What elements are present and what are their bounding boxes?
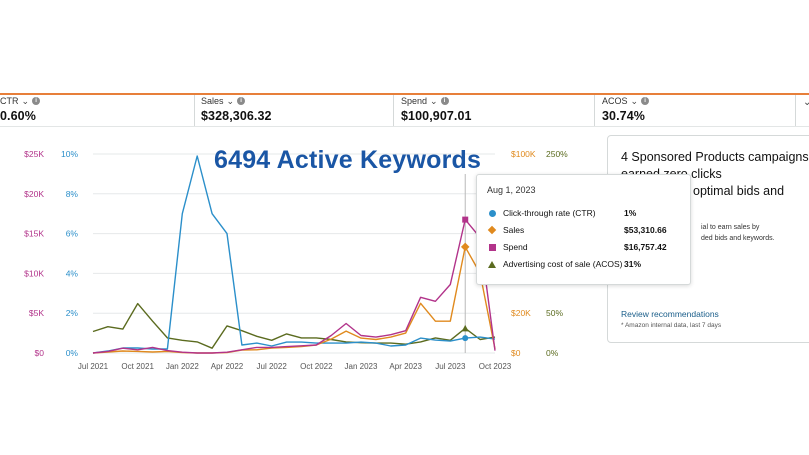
tooltip-series-name: Sales xyxy=(503,225,525,235)
metric-sales[interactable]: Sales ⌄ i $328,306.32 xyxy=(201,95,272,125)
tooltip-series-name: Advertising cost of sale (ACOS) xyxy=(503,259,623,269)
spend-axis-tick: $0 xyxy=(35,348,45,358)
panel-body-line1: ial to earn sales by xyxy=(701,224,760,231)
metric-value: 0.60% xyxy=(0,109,36,123)
tooltip-row-acos: Advertising cost of sale (ACOS) 31% xyxy=(487,257,682,271)
ctr-axis-tick: 6% xyxy=(66,229,79,239)
diamond-marker-icon xyxy=(487,225,497,235)
ctr-axis-tick: 4% xyxy=(66,268,79,278)
square-marker-icon xyxy=(487,242,497,252)
x-axis-tick-label: Apr 2023 xyxy=(389,362,422,371)
x-axis-tick-label: Jan 2023 xyxy=(345,362,378,371)
metric-divider xyxy=(393,95,394,127)
triangle-marker-icon xyxy=(487,259,497,269)
panel-body: ial to earn sales by ded bids and keywor… xyxy=(621,222,806,244)
metric-ctr[interactable]: CTR ⌄ i 0.60% xyxy=(0,95,41,125)
tooltip-row-sales: Sales $53,310.66 xyxy=(487,223,682,237)
review-recommendations-link[interactable]: Review recommendations xyxy=(621,309,719,319)
metric-label: Sales xyxy=(201,96,224,106)
tooltip-series-name: Click-through rate (CTR) xyxy=(503,208,596,218)
active-keywords-title: 6494 Active Keywords xyxy=(214,146,482,174)
tooltip-series-value: 31% xyxy=(624,259,642,269)
metrics-bar: CTR ⌄ i 0.60% Sales ⌄ i $328,306.32 Spen… xyxy=(0,95,809,125)
x-axis-tick-label: Jul 2023 xyxy=(435,362,466,371)
spend-axis-tick: $5K xyxy=(29,308,44,318)
chevron-down-icon[interactable]: ⌄ xyxy=(226,95,235,106)
series-line-acos[interactable] xyxy=(92,302,496,349)
recommendation-panel: 4 Sponsored Products campaigns earned ze… xyxy=(607,135,809,343)
metric-value: $328,306.32 xyxy=(201,109,272,123)
sales-axis-tick: $100K xyxy=(511,149,536,159)
performance-chart[interactable]: $0 $5K $10K $15K $20K $25K 0% 2% 4% 6% 8% 10% $0 $20K… xyxy=(0,140,600,380)
tooltip-series-value: 1% xyxy=(624,208,637,218)
panel-footnote: * Amazon internal data, last 7 days xyxy=(621,322,722,329)
top-accent-line xyxy=(0,93,809,95)
sales-axis-tick: $0 xyxy=(511,348,521,358)
tooltip-series-value: $53,310.66 xyxy=(624,225,667,235)
x-axis-tick-label: Oct 2021 xyxy=(121,362,154,371)
metric-value: $100,907.01 xyxy=(401,109,472,123)
circle-marker-icon xyxy=(487,208,497,218)
hover-marker-sales xyxy=(460,242,470,252)
ctr-axis-tick: 0% xyxy=(66,348,79,358)
spend-axis-tick: $15K xyxy=(24,229,44,239)
metric-divider xyxy=(194,95,195,127)
x-axis-tick-label: Jan 2022 xyxy=(166,362,199,371)
hover-marker-spend xyxy=(462,216,469,223)
hover-marker-ctr xyxy=(462,335,469,342)
ctr-axis-tick: 2% xyxy=(66,308,79,318)
chart-tooltip: Aug 1, 2023 Click-through rate (CTR) 1% … xyxy=(476,174,691,285)
metric-divider xyxy=(594,95,595,127)
acos-axis-tick: 0% xyxy=(546,348,559,358)
info-icon[interactable]: i xyxy=(440,97,449,105)
hover-marker-acos xyxy=(461,324,469,332)
acos-axis-tick: 50% xyxy=(546,308,563,318)
panel-title-line2: optimal bids and xyxy=(693,184,785,198)
metric-label: ACOS xyxy=(602,96,628,106)
tooltip-row-ctr: Click-through rate (CTR) 1% xyxy=(487,206,682,220)
ctr-axis-tick: 8% xyxy=(66,189,79,199)
spend-axis-tick: $25K xyxy=(24,149,44,159)
spend-axis-tick: $20K xyxy=(24,189,44,199)
info-icon[interactable]: i xyxy=(641,97,650,105)
ctr-axis-tick: 10% xyxy=(61,149,78,159)
metric-acos[interactable]: ACOS ⌄ i 30.74% xyxy=(602,95,650,125)
chevron-down-icon[interactable]: ⌄ xyxy=(21,95,30,106)
panel-body-line2: ded bids and keywords. xyxy=(701,235,775,242)
metrics-divider xyxy=(0,126,809,127)
chevron-down-icon[interactable]: ⌄ xyxy=(430,95,438,106)
series-line-sales[interactable] xyxy=(92,246,496,354)
metric-divider xyxy=(795,95,796,127)
acos-axis-tick: 250% xyxy=(546,149,568,159)
tooltip-series-value: $16,757.42 xyxy=(624,242,667,252)
x-axis-tick-label: Apr 2022 xyxy=(211,362,244,371)
x-axis-tick-label: Jul 2021 xyxy=(78,362,109,371)
chevron-down-icon[interactable]: ⌄ xyxy=(803,97,809,108)
x-axis-tick-label: Oct 2023 xyxy=(479,362,512,371)
tooltip-series-name: Spend xyxy=(503,242,528,252)
tooltip-row-spend: Spend $16,757.42 xyxy=(487,240,682,254)
metric-value: 30.74% xyxy=(602,109,645,123)
metric-label: CTR xyxy=(0,96,19,106)
chevron-down-icon[interactable]: ⌄ xyxy=(630,95,639,106)
info-icon[interactable]: i xyxy=(237,97,246,105)
series-line-ctr[interactable] xyxy=(92,155,496,354)
x-axis-tick-label: Oct 2022 xyxy=(300,362,333,371)
x-axis-tick-label: Jul 2022 xyxy=(257,362,288,371)
tooltip-date: Aug 1, 2023 xyxy=(487,185,536,195)
sales-axis-tick: $20K xyxy=(511,308,531,318)
metric-label: Spend xyxy=(401,96,428,106)
spend-axis-tick: $10K xyxy=(24,268,44,278)
series-line-spend[interactable] xyxy=(92,218,496,354)
info-icon[interactable]: i xyxy=(32,97,41,105)
metric-spend[interactable]: Spend ⌄ i $100,907.01 xyxy=(401,95,472,125)
